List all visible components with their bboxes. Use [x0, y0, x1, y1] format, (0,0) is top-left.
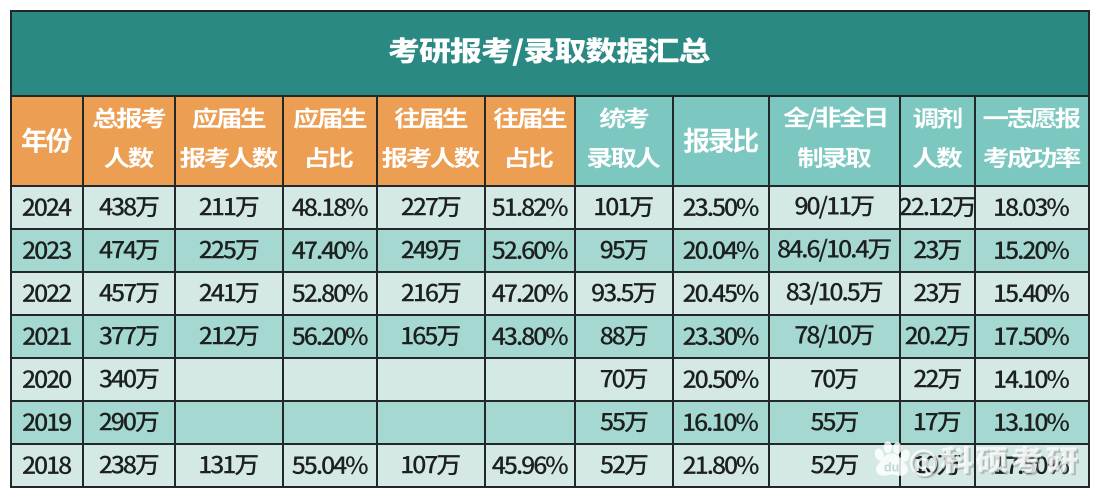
svg-text:du: du: [884, 461, 899, 475]
